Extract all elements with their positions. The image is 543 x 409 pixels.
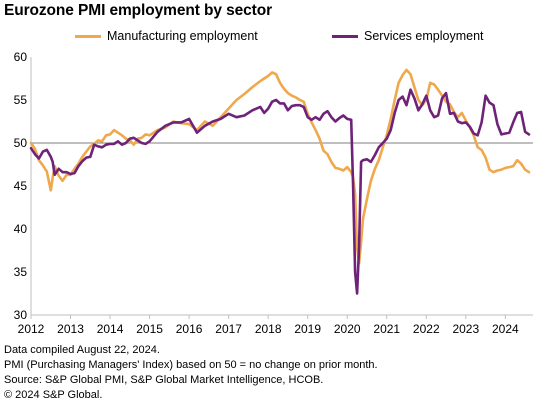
legend-item-services: Services employment [332,29,484,43]
chart-series [29,68,531,295]
chart-notes: Data compiled August 22, 2024. PMI (Purc… [4,343,378,403]
series-line-manufacturing [29,68,531,265]
x-tick-label-2014: 2014 [97,322,124,336]
x-tick-label-2023: 2023 [452,322,479,336]
x-tick-label-2016: 2016 [176,322,203,336]
note-copyright: © 2024 S&P Global. [4,389,103,401]
series-line-services [29,88,531,295]
legend-swatch-services [332,34,358,38]
note-source: Source: S&P Global PMI, S&P Global Marke… [4,374,324,386]
x-tick-label-2024: 2024 [492,322,519,336]
y-tick-label-40: 40 [14,222,28,236]
y-tick-label-45: 45 [14,179,28,193]
x-tick-label-2013: 2013 [57,322,84,336]
y-tick-label-50: 50 [14,136,28,150]
x-tick-label-2015: 2015 [136,322,163,336]
x-tick-label-2012: 2012 [18,322,45,336]
chart-legend: Manufacturing employment Services employ… [0,29,543,47]
note-pmi-definition: PMI (Purchasing Managers' Index) based o… [4,359,378,371]
x-tick-label-2019: 2019 [294,322,321,336]
note-date-compiled: Data compiled August 22, 2024. [4,344,160,356]
y-tick-label-55: 55 [14,93,28,107]
legend-item-manufacturing: Manufacturing employment [75,29,258,43]
y-tick-label-30: 30 [14,308,28,322]
chart-title: Eurozone PMI employment by sector [4,2,273,19]
y-tick-label-35: 35 [14,265,28,279]
x-tick-label-2018: 2018 [255,322,282,336]
x-tick-label-2017: 2017 [215,322,242,336]
y-tick-label-60: 60 [14,50,28,64]
chart-axes: 30 35 40 45 50 55 60 2012 2013 2014 2015 2016 2017 20… [14,50,533,336]
legend-swatch-manufacturing [75,34,101,38]
legend-label-manufacturing: Manufacturing employment [107,29,258,43]
legend-label-services: Services employment [364,29,484,43]
line-chart: 30 35 40 45 50 55 60 2012 2013 2014 2015 2016 2017 20… [14,50,533,336]
x-tick-label-2022: 2022 [413,322,440,336]
x-tick-label-2020: 2020 [334,322,361,336]
x-tick-label-2021: 2021 [373,322,400,336]
